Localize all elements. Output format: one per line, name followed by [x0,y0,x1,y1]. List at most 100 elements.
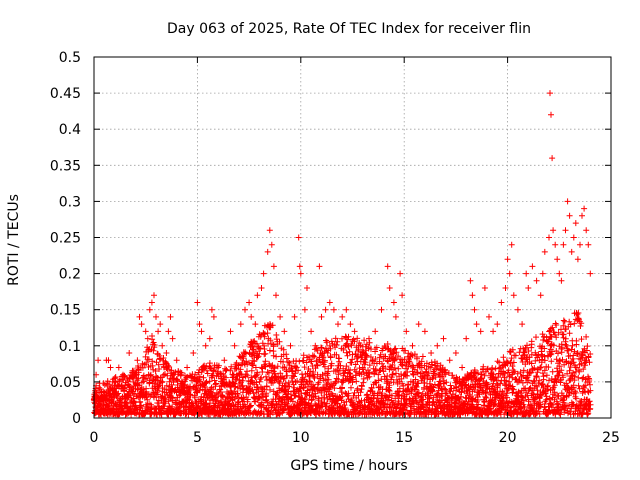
data-point [144,335,151,342]
data-point [562,227,569,234]
data-point [194,299,201,306]
data-point [546,234,552,241]
data-point [579,212,585,219]
data-point [146,306,153,313]
data-point [552,241,559,248]
data-point [428,350,435,356]
data-point [541,248,548,255]
data-point [568,248,575,255]
x-tick-label: 10 [292,430,310,446]
data-point [378,306,385,313]
data-point [330,306,337,313]
data-point [134,357,141,364]
data-point [494,321,501,328]
data-point [566,212,573,219]
data-point [142,328,149,335]
data-point [397,270,404,277]
data-point [490,328,497,335]
data-point [281,328,288,335]
data-point [415,321,422,328]
y-tick-label: 0.3 [59,194,81,210]
data-point [403,328,410,335]
data-point [508,241,515,248]
data-point [519,321,526,328]
data-point [210,313,217,320]
data-point [550,227,557,234]
data-point [549,155,556,162]
data-point [308,328,315,335]
data-point [120,371,126,378]
data-point [97,386,104,393]
data-point [556,270,563,277]
data-point [459,364,466,371]
data-point [260,270,267,277]
data-point [231,342,238,349]
data-point [258,285,265,291]
data-point [242,306,248,313]
data-point [533,277,540,284]
data-point [372,328,379,335]
data-point [264,248,271,255]
data-point [359,350,366,356]
data-point [246,299,253,306]
data-point [159,342,166,349]
data-point [115,364,122,371]
data-point [477,328,484,335]
data-point [165,328,172,335]
data-point [237,321,244,328]
data-point [510,292,517,299]
data-point [574,256,581,263]
data-point [560,241,567,248]
data-point [502,285,509,291]
data-point [514,306,521,313]
data-point [190,350,197,356]
data-point [473,321,480,328]
x-tick-label: 15 [395,430,413,446]
data-point [384,263,391,270]
data-point [151,292,157,299]
data-point [153,313,159,320]
y-tick-label: 0.1 [59,339,81,355]
data-point [304,285,310,291]
y-tick-label: 0.05 [50,375,81,391]
data-point [295,234,302,241]
data-point [291,313,298,320]
data-point [343,306,350,313]
data-point [130,378,137,385]
x-tick-label: 20 [499,430,517,446]
data-point [136,313,143,320]
data-point [548,111,554,118]
data-point [95,357,102,364]
data-point [587,270,594,277]
y-tick-label: 0 [72,411,81,427]
data-point [322,306,329,313]
data-point [169,335,176,342]
data-point [452,350,459,356]
data-point [312,342,319,349]
data-point [105,357,112,364]
data-point [570,234,577,241]
data-point [577,241,583,248]
data-point [301,306,308,313]
data-point [252,321,259,328]
data-point [446,357,453,364]
data-point [572,220,579,227]
x-tick-label: 25 [602,430,620,446]
data-point [525,285,532,291]
y-tick-label: 0.2 [59,267,81,283]
data-point [196,321,203,328]
y-tick-label: 0.15 [50,303,81,319]
data-point [583,227,590,234]
data-point [273,292,279,299]
data-point [409,342,416,349]
data-point [297,270,304,277]
data-point [558,277,565,284]
data-point [498,299,505,306]
y-tick-label: 0.4 [59,122,81,138]
data-point [248,313,255,320]
data-point [355,342,362,349]
data-point [296,263,303,270]
x-tick-label: 5 [193,430,202,446]
data-point [177,371,184,378]
data-point [167,313,174,320]
